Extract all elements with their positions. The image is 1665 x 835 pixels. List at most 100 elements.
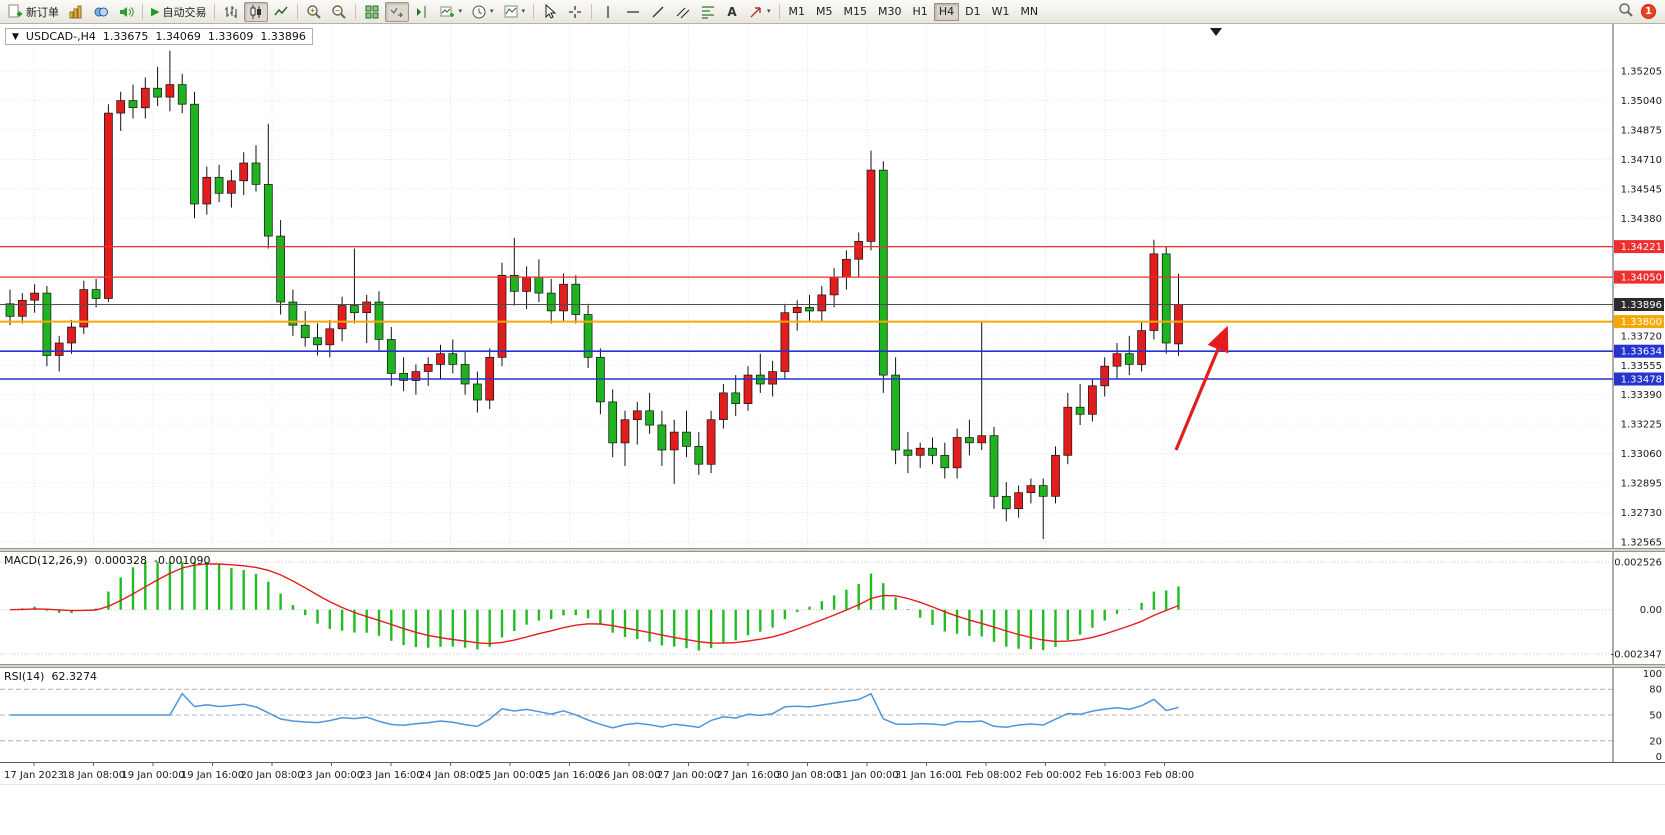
channel-tool-button[interactable] [671, 2, 695, 22]
svg-text:25 Jan 00:00: 25 Jan 00:00 [478, 770, 541, 781]
auto-trading-label: 自动交易 [162, 5, 207, 19]
price-scale[interactable]: 1.35205 1.35040 1.34875 1.34710 1.34545 1.343… [1612, 24, 1665, 548]
chart-shift-icon [414, 4, 430, 20]
timeframe-w1[interactable]: W1 [991, 5, 1010, 18]
rsi-panel[interactable]: 100 80 50 20 0 RSI(14) 62.3274 [0, 668, 1665, 763]
chevron-down-icon: ▾ [458, 7, 462, 15]
svg-text:1.33225: 1.33225 [1621, 420, 1662, 431]
main-chart-canvas[interactable]: 1.35205 1.35040 1.34875 1.34710 1.34545 1.343… [0, 24, 1665, 548]
svg-text:1.32895: 1.32895 [1621, 478, 1662, 489]
chart-shift-marker[interactable] [1210, 28, 1222, 36]
candlestick-chart-type-button[interactable] [244, 1, 269, 22]
toolbar-separator [214, 3, 216, 20]
main-chart-panel[interactable]: 1.35205 1.35040 1.34875 1.34710 1.34545 1.343… [0, 24, 1665, 548]
svg-text:1.34221: 1.34221 [1621, 242, 1662, 253]
rsi-line [10, 692, 1179, 729]
new-order-button[interactable]: 新订单 [3, 2, 63, 22]
timeframe-h4[interactable]: H4 [933, 2, 960, 21]
chart-shift-button[interactable] [410, 2, 434, 22]
tile-windows-button[interactable] [360, 2, 384, 22]
text-tool-button[interactable]: A [721, 2, 743, 22]
collapse-ohlc-icon[interactable]: ▼ [12, 31, 19, 42]
search-icon[interactable] [1618, 2, 1634, 22]
chart-window: 1.35205 1.35040 1.34875 1.34710 1.34545 1.343… [0, 24, 1665, 835]
speaker-icon [118, 4, 134, 20]
svg-text:2 Feb 16:00: 2 Feb 16:00 [1075, 770, 1134, 781]
timeframe-m30[interactable]: M30 [878, 5, 902, 18]
text-tool-icon: A [727, 4, 737, 19]
zoom-out-button[interactable] [327, 2, 351, 22]
periods-button[interactable]: ▾ [467, 2, 498, 22]
svg-text:1.33720: 1.33720 [1621, 331, 1662, 342]
charts-button[interactable] [64, 2, 88, 22]
horizontal-line-tool-button[interactable] [621, 2, 645, 22]
arrows-tool-button[interactable]: ▾ [744, 2, 775, 22]
zoom-in-button[interactable] [302, 2, 326, 22]
line-chart-icon [273, 4, 289, 20]
toolbar-separator [778, 3, 780, 20]
macd-canvas[interactable]: 0.002526 0.00 -0.002347 [0, 552, 1665, 664]
trend-arrow-annotation[interactable] [1174, 325, 1229, 451]
vertical-line-icon [600, 4, 616, 20]
candlestick-icon [248, 4, 264, 20]
horizontal-lines[interactable] [0, 246, 1613, 380]
time-axis[interactable]: 17 Jan 2023 18 Jan 08:00 19 Jan 00:00 19 Ja… [0, 762, 1665, 784]
timeframe-d1[interactable]: D1 [965, 5, 981, 18]
panel-splitter[interactable] [0, 664, 1665, 668]
profiles-button[interactable] [89, 2, 113, 22]
svg-text:30 Jan 08:00: 30 Jan 08:00 [776, 770, 839, 781]
svg-text:24 Jan 08:00: 24 Jan 08:00 [419, 770, 482, 781]
svg-text:19 Jan 00:00: 19 Jan 00:00 [121, 770, 184, 781]
timeframe-m5[interactable]: M5 [816, 5, 833, 18]
macd-name: MACD(12,26,9) [4, 554, 88, 567]
svg-text:1.33555: 1.33555 [1621, 361, 1662, 372]
alerts-button[interactable] [114, 2, 138, 22]
svg-text:27 Jan 00:00: 27 Jan 00:00 [657, 770, 720, 781]
trendline-tool-button[interactable] [646, 2, 670, 22]
notification-badge[interactable]: 1 [1641, 4, 1656, 19]
chart-ohlc-info[interactable]: ▼ USDCAD-,H4 1.33675 1.34069 1.33609 1.3… [5, 28, 313, 45]
svg-text:1.35205: 1.35205 [1621, 67, 1662, 78]
cursor-tool-button[interactable] [538, 2, 562, 22]
template-chart-icon [503, 4, 519, 20]
svg-text:20 Jan 08:00: 20 Jan 08:00 [240, 770, 303, 781]
ohlc-bars-icon [223, 4, 239, 20]
fibonacci-tool-button[interactable] [696, 2, 720, 22]
macd-panel[interactable]: 0.002526 0.00 -0.002347 MACD(12,26,9) 0.00… [0, 552, 1665, 664]
chevron-down-icon: ▾ [489, 7, 494, 15]
rsi-canvas[interactable]: 100 80 50 20 0 [0, 668, 1665, 763]
grid [0, 24, 1613, 548]
rsi-scale[interactable]: 100 80 50 20 0 [1612, 668, 1662, 763]
vertical-line-tool-button[interactable] [596, 2, 620, 22]
new-chart-button[interactable]: ▾ [435, 2, 466, 22]
svg-text:17 Jan 2023: 17 Jan 2023 [4, 770, 64, 781]
panel-splitter[interactable] [0, 548, 1665, 552]
svg-text:0.002526: 0.002526 [1614, 558, 1662, 569]
auto-scroll-button[interactable] [385, 1, 410, 22]
svg-text:1.34710: 1.34710 [1621, 155, 1662, 166]
line-chart-type-button[interactable] [269, 2, 293, 22]
timeframe-m15[interactable]: M15 [843, 5, 868, 18]
auto-trading-button[interactable]: ▶ 自动交易 [147, 2, 210, 22]
timeframe-h1[interactable]: H1 [912, 5, 928, 18]
toolbar-separator [591, 3, 593, 20]
crosshair-tool-button[interactable] [563, 2, 587, 22]
macd-scale[interactable]: 0.002526 0.00 -0.002347 [1611, 552, 1662, 664]
timeframe-mn[interactable]: MN [1020, 5, 1039, 18]
svg-text:50: 50 [1649, 711, 1662, 722]
timeframe-m1[interactable]: M1 [788, 5, 806, 18]
horizontal-line-icon [625, 4, 641, 20]
svg-text:0: 0 [1656, 752, 1662, 762]
svg-text:1.33896: 1.33896 [1621, 300, 1662, 311]
crosshair-icon [567, 4, 583, 20]
svg-text:1.33478: 1.33478 [1621, 375, 1662, 386]
cursor-icon [542, 3, 558, 20]
toolbar-separator [297, 3, 299, 20]
low-value: 1.33609 [207, 30, 254, 43]
templates-button[interactable]: ▾ [499, 2, 530, 22]
trendline-icon [650, 4, 666, 20]
svg-text:20: 20 [1649, 736, 1662, 747]
bar-chart-type-button[interactable] [219, 2, 243, 22]
